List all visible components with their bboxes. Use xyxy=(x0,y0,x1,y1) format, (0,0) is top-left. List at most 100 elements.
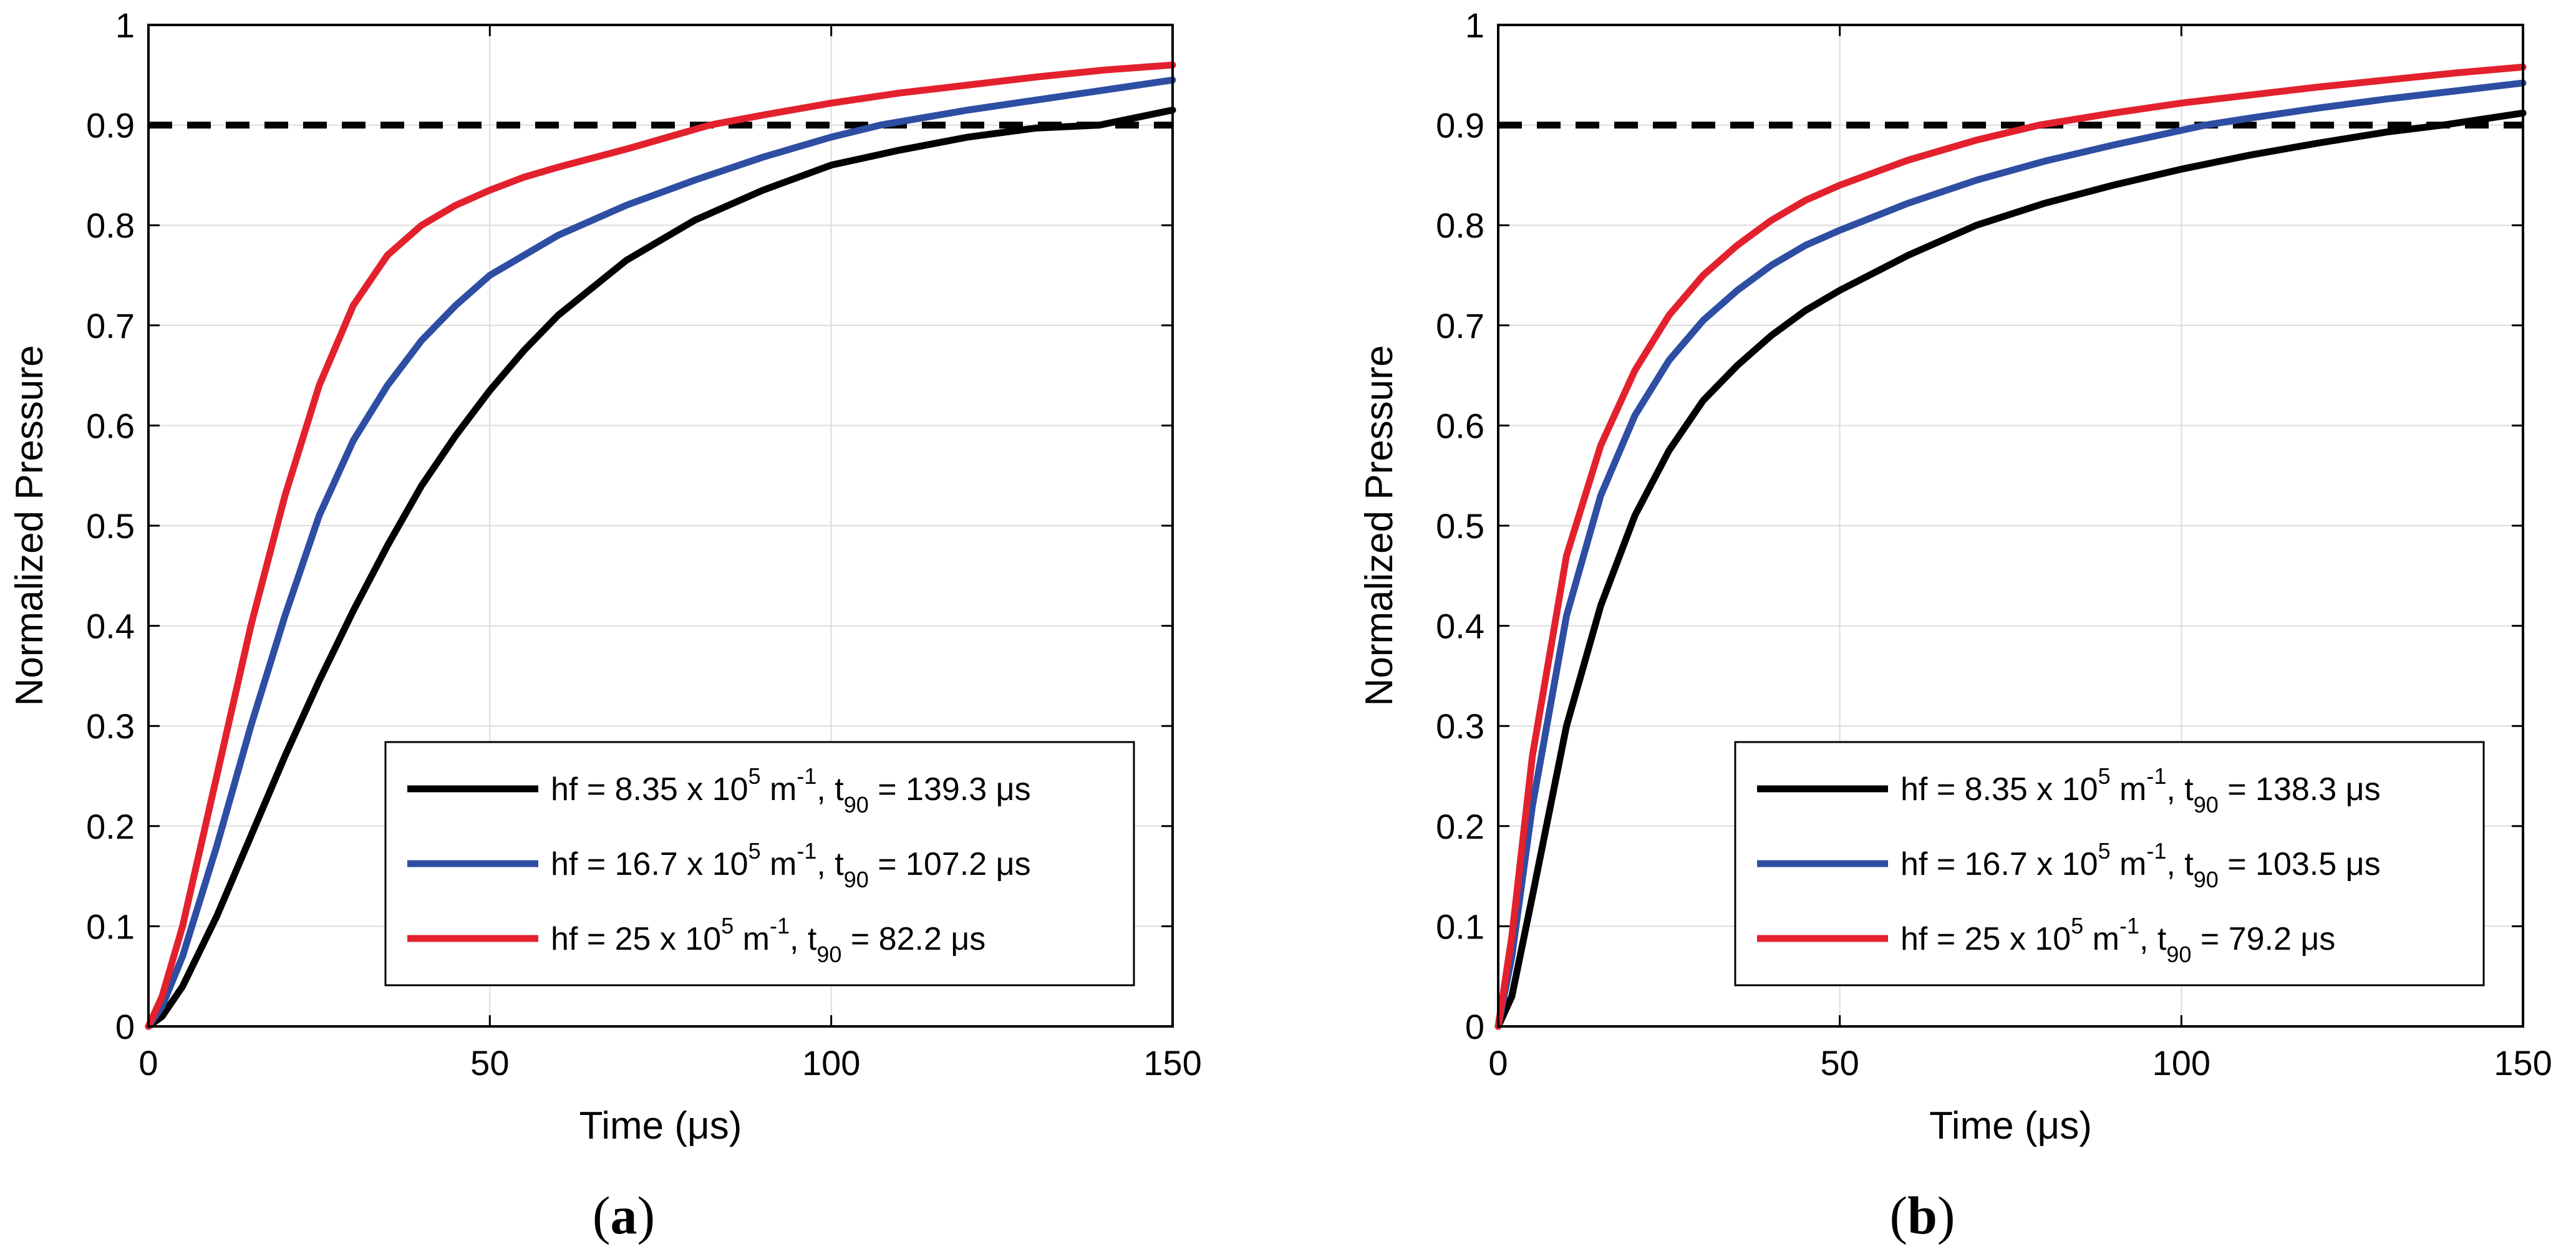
legend-entry-2: hf = 16.7 x 105 m-1, t90 = 107.2 μs xyxy=(551,838,1031,892)
y-axis-label: Normalized Pressure xyxy=(1358,345,1401,707)
panel-label: (b) xyxy=(1889,1185,1955,1245)
legend-text: , t xyxy=(2139,921,2167,957)
legend-entry-3: hf = 25 x 105 m-1, t90 = 82.2 μs xyxy=(551,913,985,967)
y-tick-label: 0.5 xyxy=(86,506,135,546)
x-tick-label: 0 xyxy=(138,1043,158,1083)
y-tick-label: 0.1 xyxy=(1436,907,1484,946)
legend-text: hf = 25 x 10 xyxy=(551,921,721,957)
y-tick-label: 0.7 xyxy=(1436,306,1484,345)
legend-superscript: 5 xyxy=(748,763,761,789)
legend-text: = 138.3 μs xyxy=(2219,771,2381,808)
y-tick-label: 0 xyxy=(1465,1007,1484,1046)
series-line-2 xyxy=(1494,79,2527,1030)
x-tick-label: 0 xyxy=(1488,1043,1508,1083)
y-tick-label: 0.9 xyxy=(1436,106,1484,145)
chart-panel-b: 0 0.1 0.2 0.3 0.4 0.5 0.6 0.7 0.8 0.9 1 0 50 100 150 Ti… xyxy=(1358,6,2552,1245)
y-tick-label: 1 xyxy=(115,6,135,45)
legend-subscript: 90 xyxy=(2166,942,2191,967)
legend-text: hf = 16.7 x 10 xyxy=(1901,846,2098,882)
legend-text: hf = 8.35 x 10 xyxy=(551,771,748,808)
legend-text: = 79.2 μs xyxy=(2191,921,2335,957)
legend-text: , t xyxy=(816,771,844,808)
legend-subscript: 90 xyxy=(816,942,841,967)
legend-text: = 139.3 μs xyxy=(869,771,1031,808)
axes-frame xyxy=(1497,24,2524,1028)
x-tick-label: 150 xyxy=(1143,1043,1201,1083)
x-tick-label: 100 xyxy=(802,1043,860,1083)
y-tick-label: 0.4 xyxy=(86,607,135,646)
legend-text: hf = 25 x 10 xyxy=(1901,921,2071,957)
y-axis-label: Normalized Pressure xyxy=(8,345,51,707)
series-line-3 xyxy=(145,61,1176,1030)
panel-label-paren: ) xyxy=(637,1185,656,1245)
legend-text: , t xyxy=(2166,846,2194,882)
y-tick-label: 0.1 xyxy=(86,907,135,946)
panel-label-paren: ( xyxy=(593,1185,611,1245)
x-axis-label: Time (μs) xyxy=(1929,1104,2092,1147)
x-tick-label: 150 xyxy=(2494,1043,2552,1083)
legend-superscript: 5 xyxy=(2098,763,2111,789)
y-tick-label: 0.8 xyxy=(86,206,135,245)
series-line-3 xyxy=(1494,64,2527,1030)
legend-text: , t xyxy=(2166,771,2194,808)
x-axis-label: Time (μs) xyxy=(579,1104,742,1147)
legend-entry-1: hf = 8.35 x 105 m-1, t90 = 138.3 μs xyxy=(1901,763,2381,818)
legend-text: = 103.5 μs xyxy=(2219,846,2381,882)
legend-text: m xyxy=(761,771,797,808)
legend-entry-1: hf = 8.35 x 105 m-1, t90 = 139.3 μs xyxy=(551,763,1031,818)
axes-frame xyxy=(147,24,1174,1028)
legend-text: , t xyxy=(816,846,844,882)
legend-superscript: 5 xyxy=(748,838,761,864)
legend-entry-2: hf = 16.7 x 105 m-1, t90 = 103.5 μs xyxy=(1901,838,2381,892)
y-tick-label: 0.4 xyxy=(1436,607,1484,646)
panel-label-letter: a xyxy=(611,1185,637,1245)
panel-label-paren: ) xyxy=(1937,1185,1955,1245)
y-tick-label: 0.2 xyxy=(86,807,135,846)
y-tick-label: 0.3 xyxy=(1436,707,1484,746)
legend-superscript: -1 xyxy=(797,763,816,789)
legend-superscript: 5 xyxy=(721,913,734,938)
legend-superscript: 5 xyxy=(2098,838,2111,864)
legend-text: hf = 8.35 x 10 xyxy=(1901,771,2098,808)
y-tick-label: 1 xyxy=(1465,6,1484,45)
x-tick-label: 100 xyxy=(2152,1043,2210,1083)
series-line-1 xyxy=(1494,109,2527,1030)
legend-subscript: 90 xyxy=(2194,792,2219,818)
legend-text: m xyxy=(2111,771,2147,808)
x-tick-label: 50 xyxy=(470,1043,509,1083)
legend-superscript: -1 xyxy=(2146,763,2166,789)
y-tick-label: 0.3 xyxy=(86,707,135,746)
panel-label-letter: b xyxy=(1907,1185,1937,1245)
legend-superscript: -1 xyxy=(770,913,790,938)
legend-text: m xyxy=(2111,846,2147,882)
chart-panel-a: 0 0.1 0.2 0.3 0.4 0.5 0.6 0.7 0.8 0.9 1 0 50 100 150 Ti… xyxy=(8,6,1202,1245)
legend-text: hf = 16.7 x 10 xyxy=(551,846,748,882)
y-tick-label: 0.6 xyxy=(1436,406,1484,445)
y-tick-label: 0.7 xyxy=(86,306,135,345)
y-tick-label: 0.2 xyxy=(1436,807,1484,846)
legend-superscript: -1 xyxy=(2146,838,2166,864)
legend-entry-3: hf = 25 x 105 m-1, t90 = 79.2 μs xyxy=(1901,913,2335,967)
legend-text: m xyxy=(761,846,797,882)
legend-text: , t xyxy=(790,921,817,957)
legend-subscript: 90 xyxy=(844,867,869,892)
y-tick-label: 0.8 xyxy=(1436,206,1484,245)
y-tick-label: 0.9 xyxy=(86,106,135,145)
legend-superscript: 5 xyxy=(2071,913,2083,938)
legend-superscript: -1 xyxy=(797,838,816,864)
panel-label-paren: ( xyxy=(1889,1185,1907,1245)
legend-superscript: -1 xyxy=(2119,913,2139,938)
legend-text: = 107.2 μs xyxy=(869,846,1031,882)
y-tick-label: 0.5 xyxy=(1436,506,1484,546)
legend-subscript: 90 xyxy=(2194,867,2219,892)
legend-text: m xyxy=(2083,921,2119,957)
series-line-2 xyxy=(145,76,1176,1030)
series-line-1 xyxy=(145,107,1176,1030)
legend-text: = 82.2 μs xyxy=(841,921,985,957)
x-tick-label: 50 xyxy=(1821,1043,1859,1083)
legend-subscript: 90 xyxy=(844,792,869,818)
panel-label: (a) xyxy=(593,1185,655,1245)
